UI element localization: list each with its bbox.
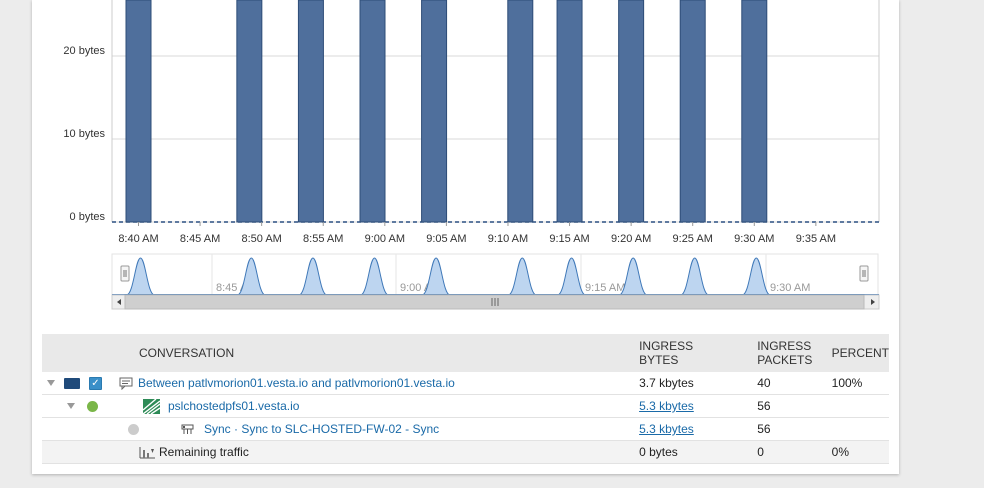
x-tick-label: 8:45 AM	[180, 233, 220, 245]
remaining-traffic-icon	[139, 446, 155, 458]
chart-bar[interactable]	[618, 0, 645, 223]
ingress-bytes-value: 0 bytes	[639, 440, 758, 464]
navigator-peak	[298, 257, 328, 296]
traffic-chart: 0 bytes 10 bytes 20 bytes 8:40 AM 8:45 AM 8:5…	[63, 0, 880, 310]
table-header-row: CONVERSATION INGRESS BYTES INGRESS PACKETS…	[42, 334, 889, 372]
navigator-peak	[508, 257, 537, 296]
navigator-peak	[680, 257, 709, 296]
plot-bars	[112, 0, 879, 223]
interface-link[interactable]: Sync · Sync to SLC-HOSTED-FW-02 - Sync	[204, 422, 440, 436]
navigator-label: 9:30 AM	[770, 282, 810, 294]
storage-node-icon	[143, 398, 160, 414]
percent-value: 100%	[831, 372, 889, 395]
checkbox-checked-icon[interactable]: ✓	[89, 376, 102, 390]
conversation-link[interactable]: Between patlvmorion01.vesta.io and patlv…	[138, 376, 455, 390]
x-tick-label: 9:25 AM	[673, 233, 713, 245]
percent-value: 0%	[831, 440, 889, 464]
navigator-label: 9:15 AM	[585, 282, 625, 294]
navigator-peak	[742, 257, 771, 296]
x-tick-label: 9:15 AM	[549, 233, 589, 245]
scroll-right-arrow-icon[interactable]	[871, 299, 875, 305]
table-row: pslchostedpfs01.vesta.io 5.3 kbytes 56	[42, 394, 889, 418]
y-tick-label: 10 bytes	[63, 128, 105, 140]
chart-bar[interactable]	[421, 0, 448, 223]
x-tick-label: 9:30 AM	[734, 233, 774, 245]
ingress-bytes-link[interactable]: 5.3 kbytes	[639, 422, 694, 436]
chart-bar[interactable]	[236, 0, 263, 223]
remaining-traffic-label: Remaining traffic	[159, 445, 249, 459]
status-unknown-icon	[128, 423, 139, 435]
table-row: ✓ Between patlvmorion01.vesta.io and pat…	[42, 372, 889, 395]
x-tick-label: 9:00 AM	[365, 233, 405, 245]
navigator-scrollbar[interactable]	[111, 294, 880, 310]
conversation-table: CONVERSATION INGRESS BYTES INGRESS PACKETS…	[42, 334, 889, 464]
percent-value	[831, 394, 889, 418]
scroll-grip-icon[interactable]	[491, 298, 499, 306]
chart-bar[interactable]	[297, 0, 324, 223]
chart-bar[interactable]	[507, 0, 534, 223]
ingress-bytes-value: 3.7 kbytes	[639, 372, 758, 395]
conversation-icon	[119, 377, 133, 390]
ingress-packets-value: 56	[757, 394, 832, 418]
collapse-arrow-icon[interactable]	[47, 380, 55, 386]
chart-bar[interactable]	[125, 0, 152, 223]
scroll-left-arrow-icon[interactable]	[117, 299, 121, 305]
ingress-bytes-link[interactable]: 5.3 kbytes	[639, 399, 694, 413]
navigator-right-handle[interactable]	[859, 265, 869, 282]
table-row: Sync · Sync to SLC-HOSTED-FW-02 - Sync 5…	[42, 417, 889, 441]
y-tick-label: 0 bytes	[70, 211, 106, 223]
series-color-swatch	[64, 377, 80, 389]
x-tick-label: 9:10 AM	[488, 233, 528, 245]
navigator-peak	[126, 257, 155, 296]
y-tick-label: 20 bytes	[63, 45, 105, 57]
chart-bar[interactable]	[679, 0, 706, 223]
ingress-packets-value: 0	[757, 440, 832, 464]
node-link[interactable]: pslchostedpfs01.vesta.io	[168, 399, 300, 413]
chart-bar[interactable]	[556, 0, 583, 223]
x-tick-label: 8:50 AM	[241, 233, 281, 245]
navigator-peak	[360, 257, 389, 296]
chart-bar[interactable]	[741, 0, 768, 223]
navigator-peak	[421, 257, 451, 296]
x-tick-label: 9:35 AM	[796, 233, 836, 245]
header-percent[interactable]: PERCENT	[831, 334, 889, 372]
x-tick-label: 9:05 AM	[426, 233, 466, 245]
navigator-peak	[557, 257, 586, 296]
x-tick-label: 8:40 AM	[118, 233, 158, 245]
navigator-peak	[618, 257, 648, 296]
status-up-icon	[87, 400, 98, 412]
plot-axis: 0 bytes 10 bytes 20 bytes 8:40 AM 8:45 AM 8:5…	[63, 45, 836, 245]
ingress-packets-value: 56	[757, 417, 832, 441]
header-conversation[interactable]: CONVERSATION	[139, 334, 640, 372]
percent-value	[831, 417, 889, 441]
chart-bar[interactable]	[359, 0, 386, 223]
collapse-arrow-icon[interactable]	[67, 403, 75, 409]
header-ingress-bytes[interactable]: INGRESS BYTES	[639, 334, 758, 372]
network-interface-icon	[181, 424, 194, 434]
navigator-left-handle[interactable]	[120, 265, 130, 282]
navigator-peak	[237, 257, 266, 296]
x-tick-label: 8:55 AM	[303, 233, 343, 245]
table-row: Remaining traffic 0 bytes 0 0%	[42, 440, 889, 464]
header-ingress-packets[interactable]: INGRESS PACKETS	[757, 334, 832, 372]
x-tick-label: 9:20 AM	[611, 233, 651, 245]
navigator[interactable]: 8:45 AM 9:00 AM 9:15 AM 9:30 AM	[111, 253, 880, 310]
ingress-packets-value: 40	[757, 372, 832, 395]
